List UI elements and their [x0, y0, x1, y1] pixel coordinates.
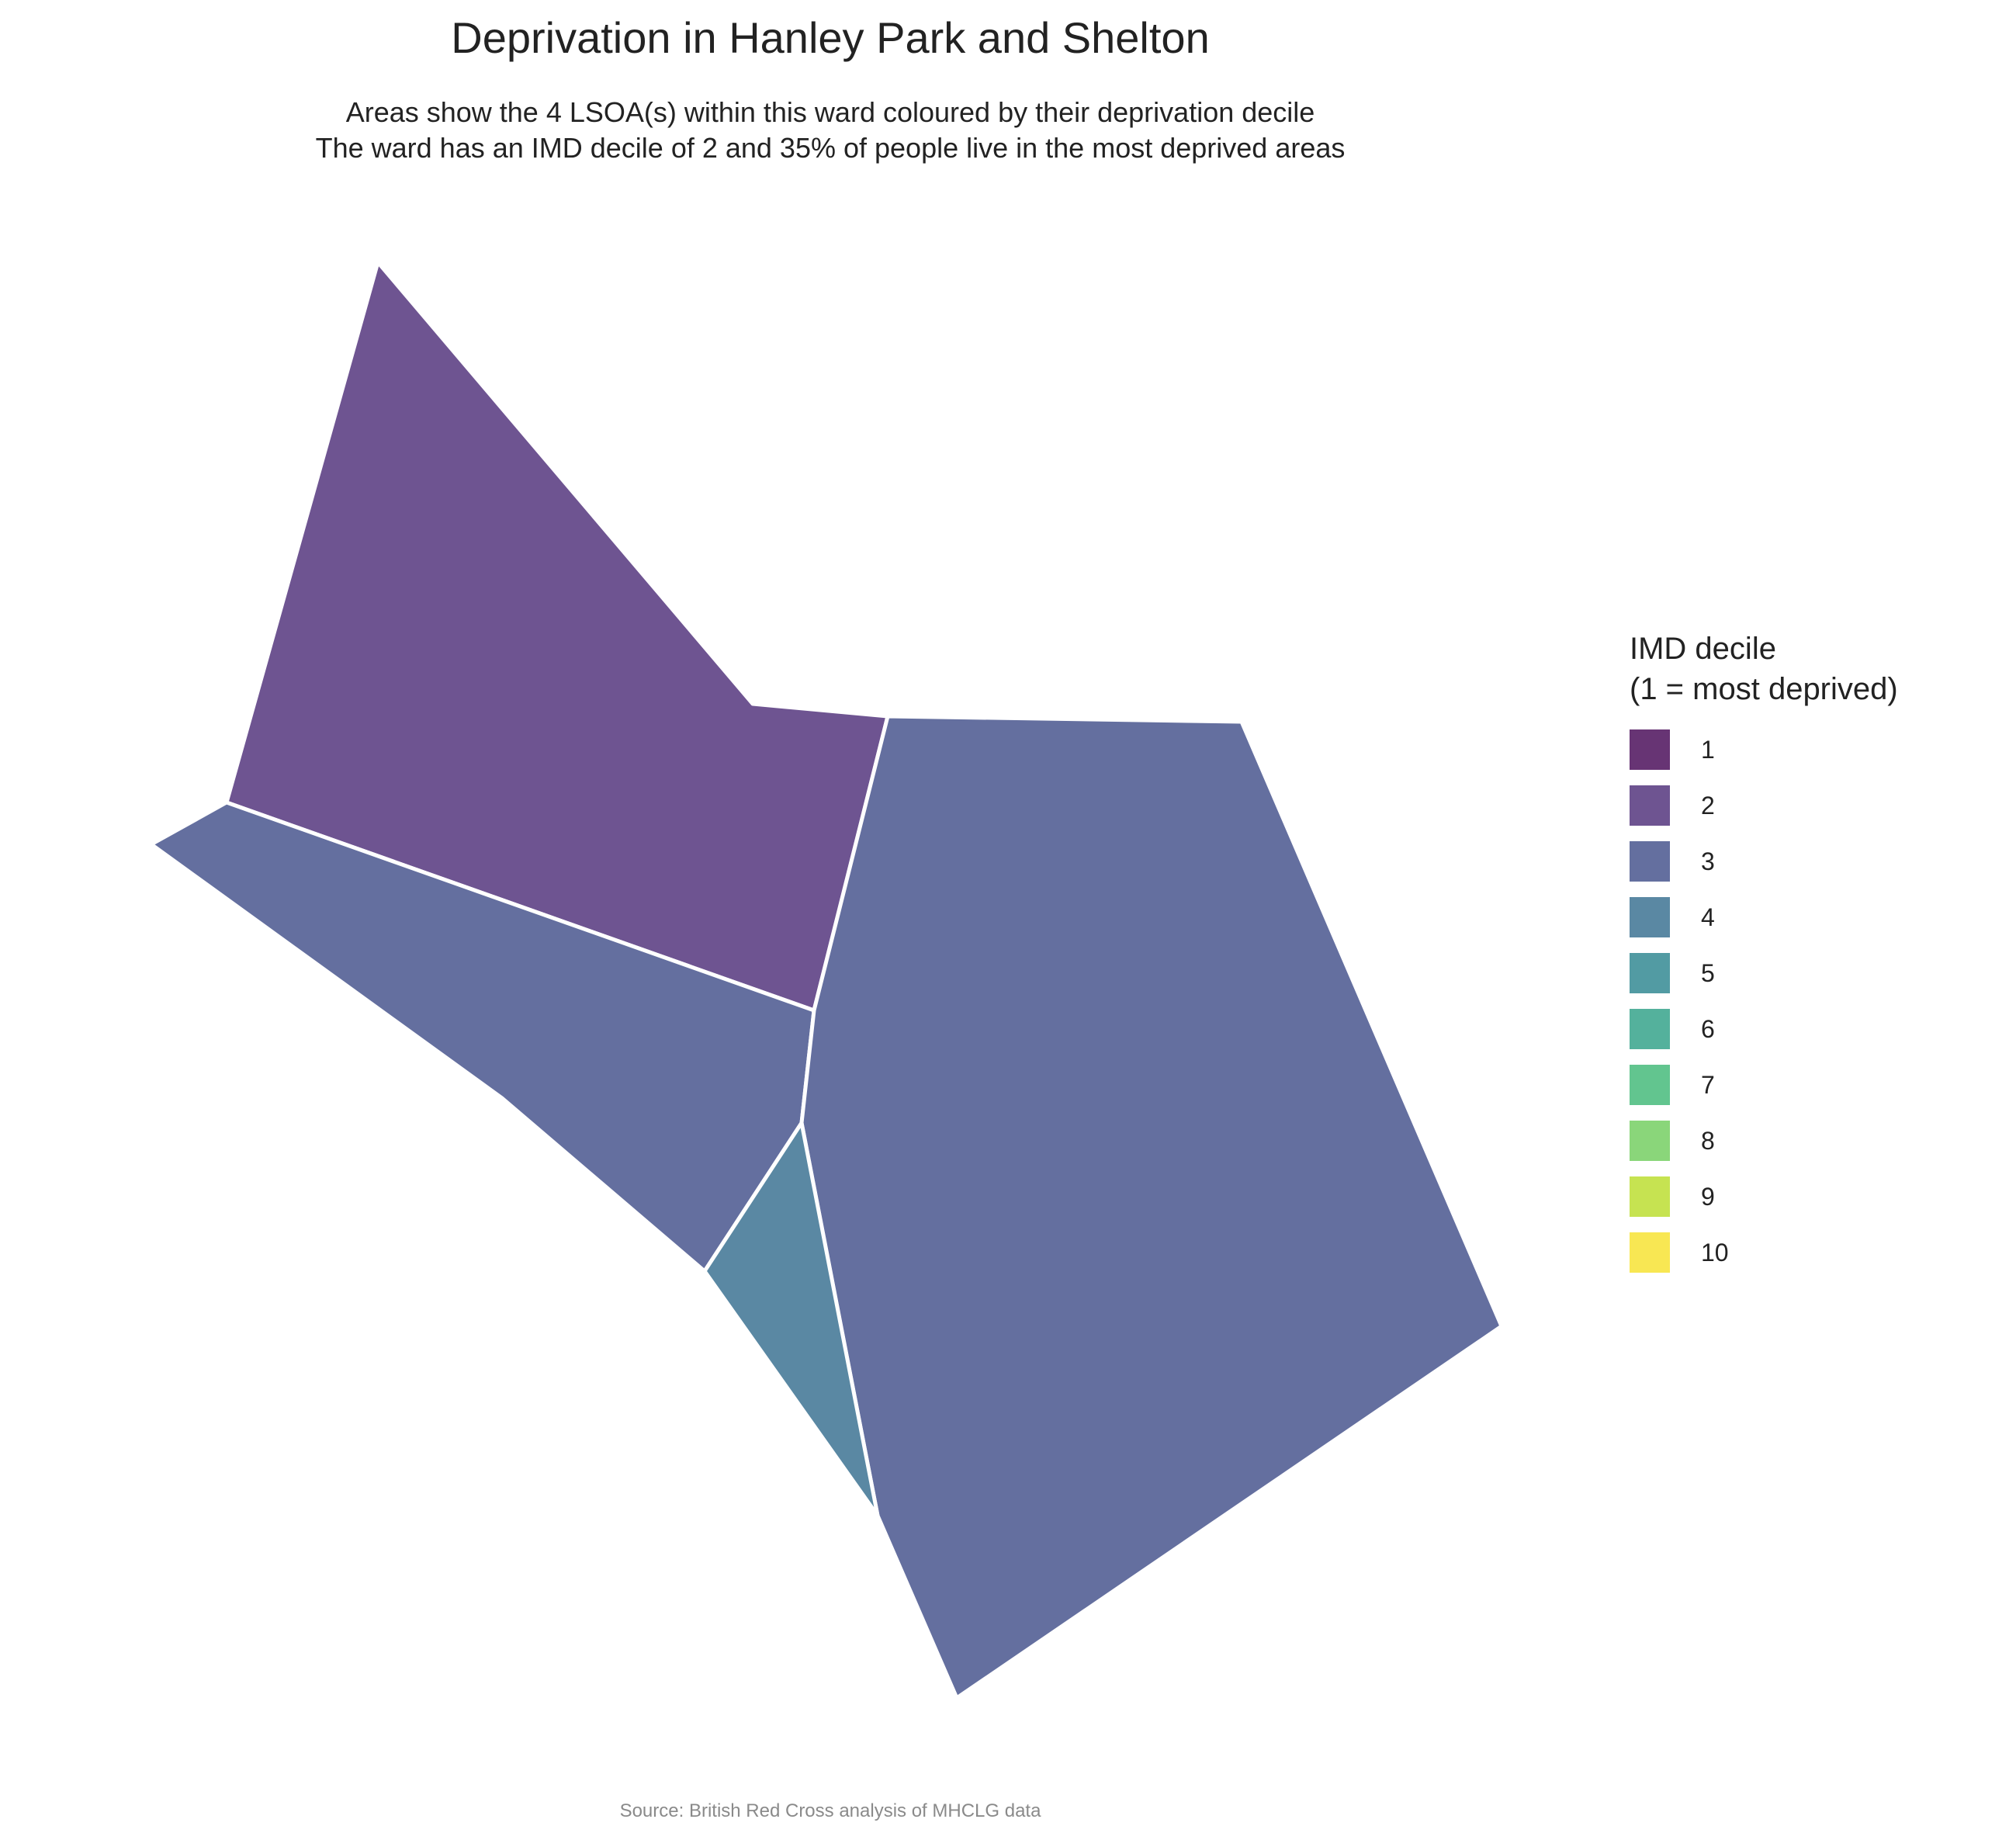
legend-swatch [1630, 841, 1670, 882]
source-caption: Source: British Red Cross analysis of MH… [619, 1800, 1041, 1821]
subtitle-line-2: The ward has an IMD decile of 2 and 35% … [315, 132, 1346, 164]
map-subtitle: Areas show the 4 LSOA(s) within this war… [0, 95, 1661, 166]
legend-label: 7 [1701, 1070, 1715, 1099]
legend-swatch [1630, 785, 1670, 826]
legend-label: 6 [1701, 1014, 1715, 1043]
legend-item: 9 [1630, 1169, 1898, 1225]
legend-swatch [1630, 729, 1670, 770]
legend-title-line-2: (1 = most deprived) [1630, 672, 1898, 706]
legend-item: 5 [1630, 945, 1898, 1001]
subtitle-line-1: Areas show the 4 LSOA(s) within this war… [345, 96, 1315, 128]
legend-swatch [1630, 953, 1670, 993]
legend: IMD decile (1 = most deprived) 1 2 3 4 5 6 7 8 9… [1630, 629, 1898, 1280]
legend-item: 1 [1630, 722, 1898, 778]
legend-label: 9 [1701, 1182, 1715, 1211]
legend-item: 3 [1630, 833, 1898, 889]
legend-label: 10 [1701, 1238, 1729, 1266]
legend-label: 4 [1701, 903, 1715, 931]
legend-label: 5 [1701, 958, 1715, 987]
legend-item: 6 [1630, 1001, 1898, 1057]
legend-swatch [1630, 1232, 1670, 1273]
legend-swatch [1630, 1065, 1670, 1105]
legend-title-line-1: IMD decile [1630, 632, 1776, 666]
legend-swatch [1630, 1009, 1670, 1049]
legend-label: 3 [1701, 847, 1715, 875]
legend-title: IMD decile (1 = most deprived) [1630, 629, 1898, 709]
legend-item: 7 [1630, 1057, 1898, 1113]
map-title: Deprivation in Hanley Park and Shelton [451, 13, 1210, 62]
lsoa-area-south [702, 1121, 880, 1518]
legend-item: 4 [1630, 889, 1898, 945]
legend-item: 8 [1630, 1113, 1898, 1169]
legend-items: 1 2 3 4 5 6 7 8 9 10 [1630, 722, 1898, 1280]
legend-swatch [1630, 1121, 1670, 1161]
legend-item: 2 [1630, 778, 1898, 833]
legend-item: 10 [1630, 1225, 1898, 1280]
lsoa-area-east [799, 714, 1504, 1700]
legend-swatch [1630, 897, 1670, 937]
legend-label: 2 [1701, 791, 1715, 819]
legend-label: 1 [1701, 735, 1715, 764]
legend-label: 8 [1701, 1126, 1715, 1155]
legend-swatch [1630, 1176, 1670, 1217]
